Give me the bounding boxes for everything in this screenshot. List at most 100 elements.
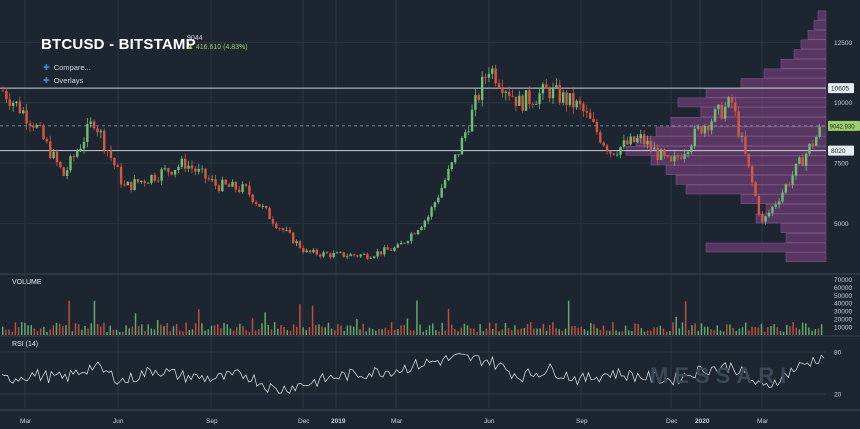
candle-body-down <box>707 126 710 131</box>
volume-bar <box>495 323 497 335</box>
overlays-button[interactable]: ✚ Overlays <box>43 76 83 85</box>
volume-bar <box>435 330 437 335</box>
candle-body-down <box>106 150 109 152</box>
volume-profile-bar <box>740 78 827 88</box>
volume-bar <box>735 330 737 335</box>
candle-body-up <box>723 106 727 119</box>
volume-profile-bar <box>793 49 827 59</box>
volume-bar <box>403 324 406 335</box>
candle-body-down <box>545 84 548 89</box>
volume-bar <box>444 330 447 335</box>
candle-body-down <box>113 157 116 166</box>
candle-body-down <box>582 103 585 112</box>
volume-tick-label: 40000 <box>834 301 852 308</box>
volume-bar <box>450 324 453 335</box>
volume-bar <box>580 326 583 335</box>
volume-bar <box>84 325 86 335</box>
candle-body-down <box>811 143 815 146</box>
volume-bar <box>36 330 39 335</box>
volume-bar <box>330 328 333 335</box>
candle-body-down <box>217 185 221 192</box>
candle-body-up <box>460 138 464 155</box>
volume-bar <box>144 330 146 335</box>
volume-bar <box>33 328 36 335</box>
volume-bar <box>678 328 681 335</box>
candle-body-down <box>389 249 393 251</box>
volume-bar <box>416 300 418 335</box>
candle-body-up <box>312 249 315 253</box>
candle-body-up <box>86 124 89 142</box>
volume-bar <box>574 326 576 335</box>
volume-bar <box>270 329 273 335</box>
candle-body-up <box>372 256 376 258</box>
volume-bar <box>713 330 715 335</box>
candle-body-down <box>626 140 629 145</box>
volume-bar <box>457 331 459 335</box>
volume-bar <box>68 300 70 335</box>
volume-bar <box>501 329 504 335</box>
volume-bar <box>333 330 336 335</box>
volume-bar <box>779 331 782 335</box>
candle-body-down <box>92 121 96 129</box>
chart-header: BTCUSD - BITSTAMP <box>41 36 196 54</box>
candle-body-up <box>396 244 400 248</box>
candle-body-up <box>261 205 265 207</box>
volume-bar <box>476 331 478 335</box>
compare-button[interactable]: ✚ Compare... <box>43 63 91 72</box>
volume-bar <box>511 330 513 335</box>
candle-body-down <box>214 179 217 186</box>
candle-body-down <box>248 185 251 195</box>
candle-body-down <box>288 229 292 233</box>
plus-icon: ✚ <box>43 63 50 72</box>
candle-body-down <box>588 112 592 119</box>
candle-body-up <box>322 252 325 257</box>
volume-bar <box>346 325 349 335</box>
candle-body-up <box>622 140 626 147</box>
candle-body-up <box>524 90 528 111</box>
volume-bar <box>526 323 529 335</box>
volume-bar <box>226 324 228 335</box>
x-tick-label: Mar <box>20 418 32 425</box>
candle-body-up <box>541 84 545 94</box>
candle-body-down <box>153 174 157 181</box>
volume-bar <box>77 324 80 335</box>
volume-bar <box>700 323 703 335</box>
volume-bar <box>324 327 326 335</box>
volume-bar <box>577 327 579 335</box>
candle-body-up <box>518 95 521 106</box>
candle-body-down <box>642 134 646 145</box>
volume-bar <box>239 323 241 335</box>
volume-bar <box>115 329 118 335</box>
volume-bar <box>441 322 443 335</box>
volume-bar <box>485 328 488 335</box>
candle-body-up <box>470 109 474 132</box>
volume-bar <box>251 318 254 335</box>
volume-profile-bar <box>705 242 827 253</box>
candle-body-up <box>285 229 288 231</box>
volume-bar <box>242 326 244 335</box>
volume-bar <box>675 316 677 335</box>
volume-bar <box>122 331 124 335</box>
x-tick-label: 2019 <box>331 418 346 425</box>
candle-body-up <box>140 180 143 183</box>
candle-body-up <box>241 184 244 193</box>
volume-bar <box>160 324 162 335</box>
candle-body-up <box>447 169 450 181</box>
candle-body-down <box>572 93 575 108</box>
volume-bar <box>394 329 396 335</box>
volume-bar <box>431 323 434 335</box>
volume-bar <box>245 330 247 335</box>
volume-bar <box>314 324 317 335</box>
candle-body-down <box>521 95 524 111</box>
volume-bar <box>96 323 99 335</box>
candle-body-up <box>636 138 639 142</box>
volume-bar <box>631 330 633 335</box>
volume-bar <box>17 327 20 335</box>
candle-body-down <box>5 90 8 100</box>
price-tick-label: 7500 <box>834 161 849 168</box>
candle-body-up <box>99 130 103 133</box>
candle-body-down <box>676 156 680 158</box>
volume-bar <box>191 329 194 335</box>
candle-body-up <box>653 147 656 150</box>
